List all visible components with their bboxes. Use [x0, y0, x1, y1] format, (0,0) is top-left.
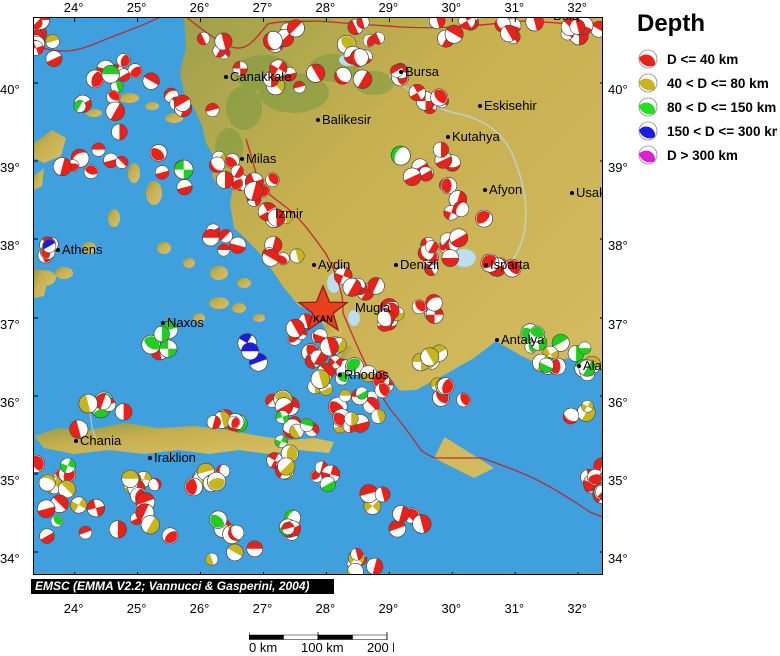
- svg-text:KAN: KAN: [313, 314, 333, 324]
- svg-text:D <= 40 km: D <= 40 km: [667, 52, 738, 67]
- svg-text:80 < D <= 150 km: 80 < D <= 150 km: [667, 100, 776, 115]
- svg-text:0 km: 0 km: [249, 640, 277, 654]
- svg-text:40 < D <= 80 km: 40 < D <= 80 km: [667, 76, 769, 91]
- svg-text:150 < D <= 300 km: 150 < D <= 300 km: [667, 124, 777, 139]
- svg-text:100 km: 100 km: [301, 640, 344, 654]
- svg-text:D > 300 km: D > 300 km: [667, 148, 738, 163]
- svg-text:200 km: 200 km: [367, 640, 394, 654]
